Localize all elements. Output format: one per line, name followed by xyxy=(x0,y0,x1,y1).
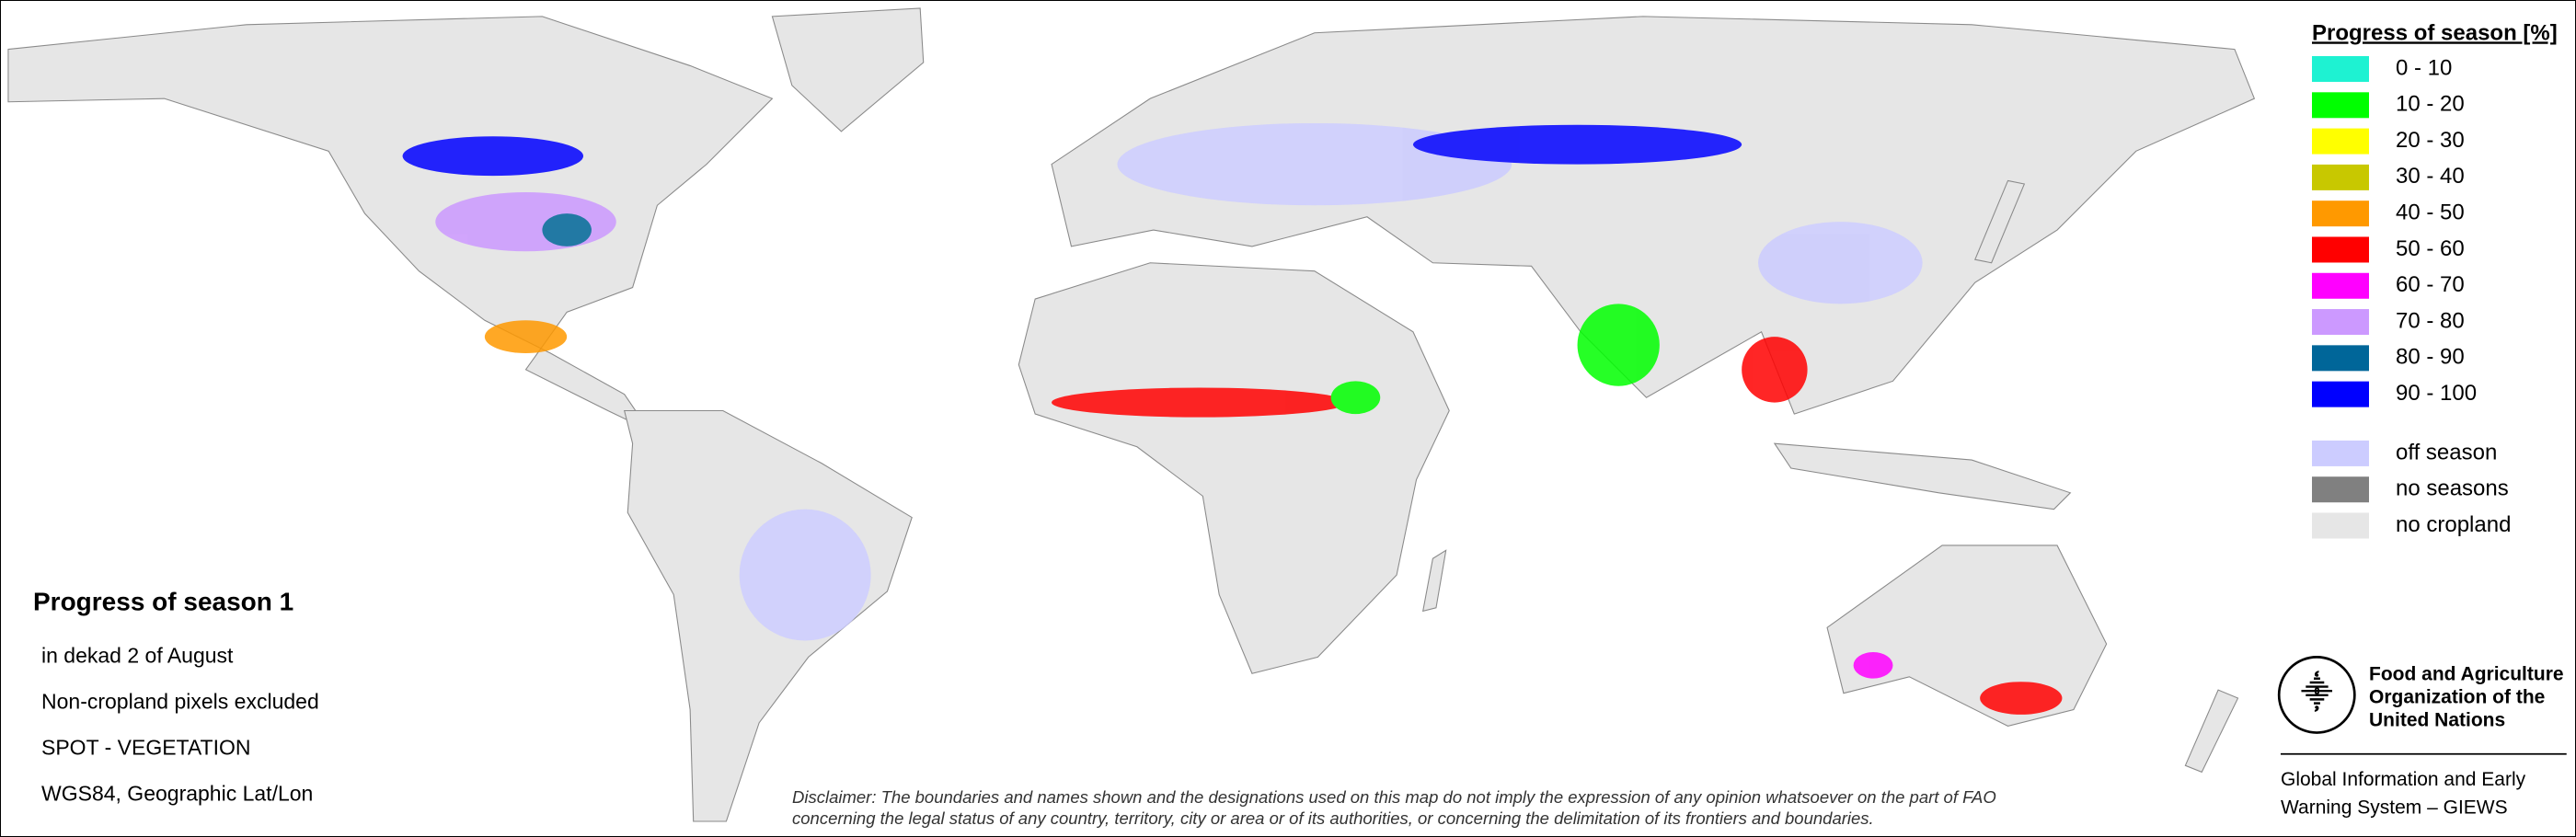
overlay xyxy=(739,509,871,641)
overlay xyxy=(484,320,568,353)
legend-swatch xyxy=(2312,164,2369,190)
overlay xyxy=(1117,122,1512,206)
fao-logo-mark: ⸎ xyxy=(2301,671,2333,712)
season-overlay xyxy=(402,122,2063,715)
overlay xyxy=(542,213,592,247)
info-line: in dekad 2 of August xyxy=(41,643,234,667)
legend-label: 70 - 80 xyxy=(2396,308,2465,333)
fao-name: Food and Agriculture xyxy=(2369,664,2564,685)
legend-swatch xyxy=(2312,201,2369,227)
disclaimer: Disclaimer: The boundaries and names sho… xyxy=(792,787,1996,807)
overlay xyxy=(1980,682,2063,715)
giews: Global Information and Early xyxy=(2281,769,2526,790)
legend-label: 90 - 100 xyxy=(2396,381,2477,406)
legend-swatch xyxy=(2312,92,2369,119)
giews: Warning System – GIEWS xyxy=(2281,797,2508,818)
legend-label: 40 - 50 xyxy=(2396,201,2465,225)
legend-label: off season xyxy=(2396,440,2497,464)
info-line: Non-cropland pixels excluded xyxy=(41,689,319,713)
japan xyxy=(1974,179,2026,264)
legend-swatch xyxy=(2312,345,2369,372)
fao-name: United Nations xyxy=(2369,710,2505,731)
info-line: SPOT - VEGETATION xyxy=(41,735,250,759)
eurasia xyxy=(1051,16,2256,415)
legend-swatch xyxy=(2312,272,2369,299)
info-line: WGS84, Geographic Lat/Lon xyxy=(41,782,313,806)
world-map: ⸎ xyxy=(7,7,2567,822)
greenland xyxy=(771,7,925,132)
overlay xyxy=(1853,652,1893,679)
legend-label: no seasons xyxy=(2396,476,2509,501)
legend-swatch xyxy=(2312,381,2369,407)
overlay xyxy=(1577,304,1660,386)
new-zealand xyxy=(2184,689,2239,774)
overlay xyxy=(1052,387,1348,418)
legend-swatch xyxy=(2312,440,2369,466)
legend-swatch xyxy=(2312,56,2369,83)
africa xyxy=(1018,262,1450,674)
legend-title: Progress of season [%] xyxy=(2312,20,2558,45)
fao-name: Organization of the xyxy=(2369,687,2545,708)
overlay xyxy=(1412,124,1742,165)
north-america xyxy=(7,16,774,432)
legend-swatch xyxy=(2312,236,2369,263)
legend-label: 50 - 60 xyxy=(2396,236,2465,261)
australia xyxy=(1826,545,2108,727)
legend-label: 30 - 40 xyxy=(2396,164,2465,189)
overlay xyxy=(1758,222,1923,304)
madagascar xyxy=(1421,549,1447,613)
legend-swatch xyxy=(2312,128,2369,155)
overlay xyxy=(402,136,584,177)
legend-swatch xyxy=(2312,476,2369,503)
overlay xyxy=(1742,337,1808,403)
info-title: Progress of season 1 xyxy=(33,587,293,615)
indonesia xyxy=(1773,442,2072,510)
legend-label: 0 - 10 xyxy=(2396,55,2452,80)
legend-label: 60 - 70 xyxy=(2396,272,2465,297)
legend-swatch xyxy=(2312,512,2369,539)
legend-label: 80 - 90 xyxy=(2396,345,2465,370)
legend-label: 20 - 30 xyxy=(2396,128,2465,153)
overlay xyxy=(1330,381,1381,415)
legend-label: 10 - 20 xyxy=(2396,92,2465,117)
legend-swatch xyxy=(2312,309,2369,336)
fao-logo xyxy=(2277,656,2356,734)
overlay xyxy=(435,191,616,252)
disclaimer: concerning the legal status of any count… xyxy=(792,808,1874,828)
legend-label: no cropland xyxy=(2396,512,2511,537)
